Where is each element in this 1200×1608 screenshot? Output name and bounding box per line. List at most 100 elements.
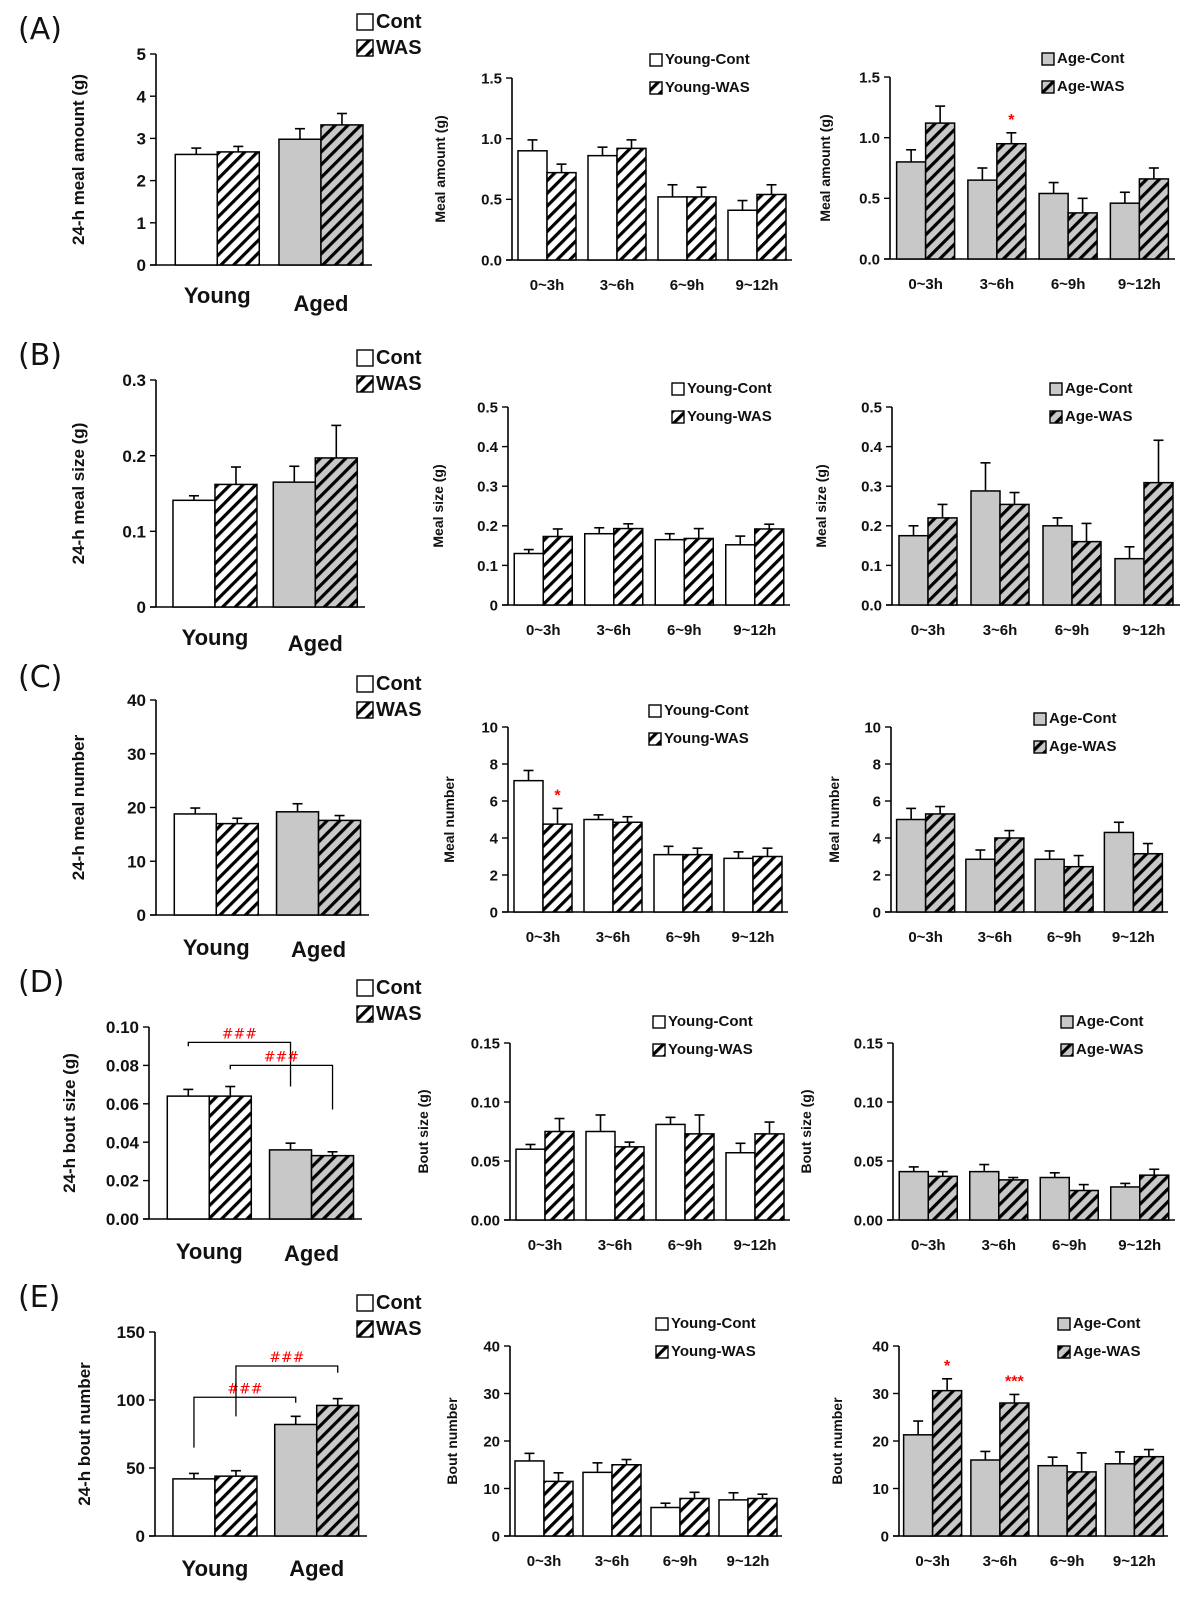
y-tick-label: 0.06: [106, 1095, 139, 1114]
y-tick-label: 0.00: [854, 1212, 883, 1229]
legend-swatch-hatched-icon: [649, 81, 663, 95]
bar-young-cont-912h: [718, 1499, 749, 1537]
bar-cont-young: [172, 499, 216, 608]
x-category-label: 6~9h: [666, 929, 701, 946]
bar-age-was-69h: [1063, 865, 1094, 913]
legend-label: WAS: [376, 1318, 422, 1340]
x-category-label: 3~6h: [596, 929, 631, 946]
legend-swatch-hatched-icon: [655, 1345, 669, 1359]
y-tick-label: 6: [873, 793, 881, 810]
y-tick-label: 5: [137, 45, 146, 64]
y-tick-label: 0.00: [106, 1210, 139, 1229]
y-tick-label: 0.10: [854, 1094, 883, 1111]
y-tick-label: 0.05: [854, 1153, 883, 1170]
x-category-label: 6~9h: [1055, 622, 1090, 639]
row-label-e: (E): [18, 1280, 61, 1315]
bar-young-cont-69h: [657, 196, 688, 261]
y-tick-label: 2: [490, 867, 498, 884]
y-tick-label: 30: [483, 1386, 500, 1403]
x-category-label: 9~12h: [1113, 1553, 1156, 1570]
legend-swatch-hatched-icon: [356, 701, 374, 719]
bar-age-was-36h: [996, 142, 1027, 260]
y-tick-label: 4: [137, 87, 147, 106]
y-tick-label: 0.15: [854, 1035, 883, 1052]
legend-swatch-hatched-icon: [671, 410, 685, 424]
y-tick-label: 0: [137, 906, 146, 925]
y-tick-label: 10: [481, 719, 498, 736]
legend-label: Cont: [376, 673, 422, 695]
bar-young-was-36h: [613, 527, 644, 606]
bar-young-was-69h: [684, 1133, 715, 1221]
x-category-label: 3~6h: [978, 929, 1013, 946]
bar-young-was-912h: [756, 193, 787, 261]
bar-cont-young: [166, 1095, 211, 1220]
bar-age-was-69h: [1071, 540, 1102, 606]
legend-label: Young-Cont: [687, 380, 772, 397]
bar-young-was-69h: [682, 853, 713, 913]
bar-young-cont-36h: [582, 1471, 613, 1537]
x-category-label: Aged: [284, 1241, 339, 1266]
y-tick-label: 0.10: [106, 1018, 139, 1037]
y-tick-label: 0: [490, 904, 498, 921]
bar-was-aged: [315, 1404, 360, 1537]
legend-label: Age-WAS: [1065, 408, 1133, 425]
bar-age-was-03h: [924, 122, 956, 260]
x-category-label: 0~3h: [908, 276, 943, 293]
legend-swatch-solid-icon: [671, 382, 685, 396]
x-category-label: 6~9h: [667, 622, 702, 639]
bar-young-cont-03h: [515, 1148, 546, 1221]
y-tick-label: 40: [872, 1338, 889, 1355]
y-tick-label: 0.1: [477, 558, 498, 575]
y-tick-label: 0: [492, 1528, 500, 1545]
y-tick-label: 30: [872, 1386, 889, 1403]
bar-was-young: [216, 151, 261, 266]
y-tick-label: 0.0: [859, 251, 880, 268]
y-tick-label: 100: [117, 1391, 145, 1410]
x-category-label: 3~6h: [596, 622, 631, 639]
x-category-label: 3~6h: [981, 1237, 1016, 1254]
legend-label: Young-WAS: [664, 730, 749, 747]
legend-swatch-hatched-icon: [356, 1005, 374, 1023]
x-category-label: 3~6h: [983, 622, 1018, 639]
y-tick-label: 40: [127, 691, 146, 710]
bar-young-was-36h: [611, 1464, 642, 1537]
legend-swatch-hatched-icon: [1049, 410, 1063, 424]
legend-swatch-solid-icon: [1041, 52, 1055, 66]
bar-young-cont-36h: [585, 1130, 616, 1221]
y-tick-label: 8: [873, 756, 881, 773]
bar-age-cont-36h: [965, 858, 996, 913]
bar-was-aged: [314, 457, 359, 608]
bar-young-cont-36h: [583, 818, 614, 913]
legend-swatch-solid-icon: [652, 1015, 666, 1029]
bar-age-cont-69h: [1034, 858, 1065, 913]
y-axis-label: Meal amount (g): [817, 114, 833, 221]
bar-age-cont-03h: [895, 818, 927, 913]
bar-young-was-69h: [683, 537, 714, 606]
bar-age-was-912h: [1133, 1455, 1165, 1537]
y-axis-label: Meal size (g): [430, 464, 446, 547]
x-category-label: 9~12h: [727, 1553, 770, 1570]
legend-swatch-hatched-icon: [356, 375, 374, 393]
bar-age-was-69h: [1068, 1189, 1099, 1221]
legend-label: Cont: [376, 347, 422, 369]
y-axis-label: 24-h bout number: [75, 1362, 94, 1506]
bar-young-was-36h: [614, 1146, 645, 1221]
comparison-bracket: [229, 1064, 334, 1110]
bar-young-was-912h: [754, 528, 785, 606]
bar-age-cont-36h: [967, 179, 998, 260]
y-tick-label: 4: [873, 830, 882, 847]
bar-young-cont-03h: [514, 1460, 545, 1537]
bar-young-was-912h: [747, 1497, 778, 1537]
y-tick-label: 4: [490, 830, 499, 847]
y-tick-label: 0.4: [861, 439, 883, 456]
x-category-label: 9~12h: [1118, 276, 1161, 293]
legend-label: Age-Cont: [1073, 1315, 1141, 1332]
x-category-label: 6~9h: [1047, 929, 1082, 946]
x-category-label: 9~12h: [1112, 929, 1155, 946]
bar-age-was-03h: [931, 1389, 963, 1537]
legend-label: Age-WAS: [1049, 738, 1117, 755]
y-tick-label: 0.3: [122, 371, 146, 390]
bar-age-was-69h: [1066, 1471, 1097, 1537]
bar-young-was-912h: [754, 1133, 785, 1221]
